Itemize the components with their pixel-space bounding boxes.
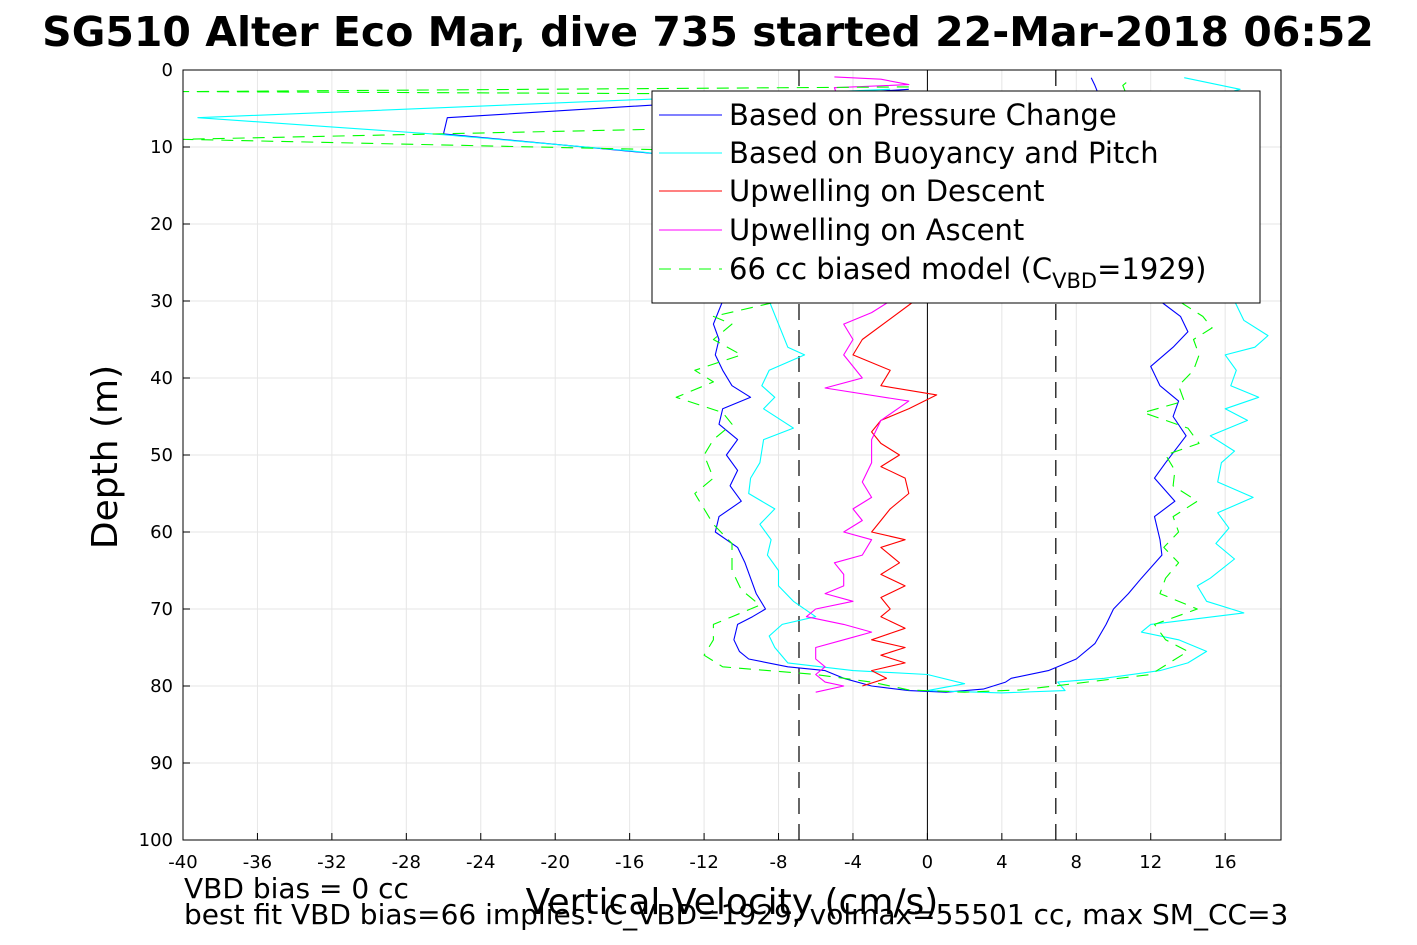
y-tick-label: 30 xyxy=(150,291,173,312)
legend-label-model-subscript: VBD xyxy=(1052,269,1097,293)
y-tick-label: 40 xyxy=(150,368,173,389)
x-tick-label: -4 xyxy=(844,852,862,873)
legend-label-buoyancy: Based on Buoyancy and Pitch xyxy=(729,136,1159,170)
x-tick-labels: -40 -36 -32 -28 -24 -20 -16 -12 -8 -4 0 4 8 12 16 xyxy=(168,833,1237,873)
series-line-upwelling-ascent xyxy=(805,76,910,693)
legend-label-model-suffix: =1929) xyxy=(1097,252,1206,286)
x-tick-label: -20 xyxy=(541,852,570,873)
x-tick-label: 16 xyxy=(1214,852,1237,873)
x-tick-label: -40 xyxy=(168,852,197,873)
legend: Based on Pressure Change Based on Buoyan… xyxy=(651,90,1261,304)
legend-label-pressure: Based on Pressure Change xyxy=(729,98,1117,132)
best-fit-note: best fit VBD bias=66 implies: C_VBD=1929… xyxy=(184,898,1289,931)
y-tick-labels: 0 10 20 30 40 50 60 70 80 90 100 xyxy=(139,60,190,851)
series-line-biased-model xyxy=(182,77,1213,693)
x-tick-label: -32 xyxy=(317,852,346,873)
y-tick-label: 10 xyxy=(150,137,173,158)
x-tick-label: 4 xyxy=(996,852,1007,873)
y-tick-label: 0 xyxy=(162,60,173,81)
x-tick-label: -36 xyxy=(243,852,272,873)
x-tick-label: -16 xyxy=(615,852,644,873)
x-tick-label: -8 xyxy=(770,852,788,873)
x-tick-label: -24 xyxy=(466,852,495,873)
legend-box xyxy=(651,90,1261,304)
x-tick-label: 8 xyxy=(1071,852,1082,873)
legend-label-descent: Upwelling on Descent xyxy=(729,174,1045,208)
y-tick-label: 90 xyxy=(150,753,173,774)
x-tick-label: -12 xyxy=(689,852,718,873)
x-tick-label: -28 xyxy=(392,852,421,873)
legend-label-model: 66 cc biased model (CVBD=1929) xyxy=(729,252,1207,293)
y-tick-label: 100 xyxy=(139,830,173,851)
series-layer xyxy=(182,76,1269,694)
y-tick-label: 60 xyxy=(150,522,173,543)
vbd-bias-note: VBD bias = 0 cc xyxy=(184,872,409,905)
y-tick-label: 70 xyxy=(150,599,173,620)
y-axis-label: Depth (m) xyxy=(85,365,126,549)
x-tick-label: 0 xyxy=(922,852,933,873)
chart-title: SG510 Alter Eco Mar, dive 735 started 22… xyxy=(42,8,1374,56)
y-tick-label: 80 xyxy=(150,676,173,697)
series-line-upwelling-descent xyxy=(852,277,938,687)
y-tick-label: 50 xyxy=(150,445,173,466)
x-axis-label: Vertical Velocity (cm/s) xyxy=(526,882,939,923)
x-tick-label: 12 xyxy=(1139,852,1162,873)
legend-label-ascent: Upwelling on Ascent xyxy=(729,213,1024,247)
y-tick-label: 20 xyxy=(150,214,173,235)
legend-label-model-main: 66 cc biased model (C xyxy=(729,252,1052,286)
annotation-notes: VBD bias = 0 cc best fit VBD bias=66 imp… xyxy=(184,872,1289,931)
